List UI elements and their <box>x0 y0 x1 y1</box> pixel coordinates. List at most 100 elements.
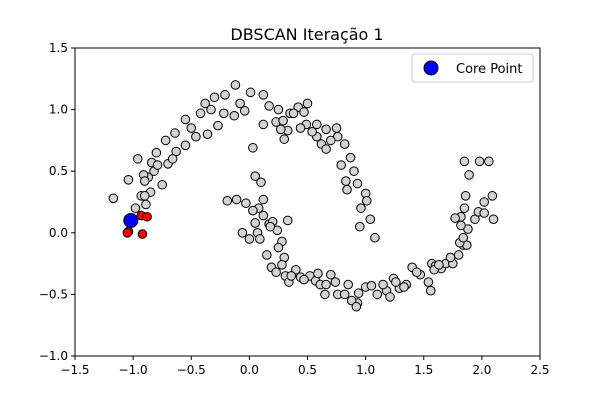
x-tick-label: 2.0 <box>472 363 491 377</box>
default-point <box>139 176 150 186</box>
default-point <box>302 98 313 109</box>
default-point <box>282 215 293 226</box>
default-point <box>230 80 241 90</box>
default-point <box>271 267 281 278</box>
default-point <box>474 156 485 167</box>
default-point <box>151 147 162 158</box>
default-point <box>320 289 330 300</box>
default-point <box>264 101 274 111</box>
default-point <box>219 108 229 119</box>
chart-title: DBSCAN Iteração 1 <box>230 25 383 44</box>
default-point <box>459 156 470 167</box>
default-point <box>339 139 350 149</box>
default-point <box>456 220 466 231</box>
legend-label-core-point: Core Point <box>456 62 523 77</box>
default-point <box>130 203 141 213</box>
default-point <box>479 208 490 218</box>
default-point <box>336 160 347 170</box>
default-point <box>244 234 255 244</box>
default-point <box>370 232 380 243</box>
default-point <box>152 160 163 170</box>
default-point <box>299 274 309 285</box>
legend: Core Point <box>411 53 534 83</box>
default-point <box>132 154 143 164</box>
x-tick-label: 1.0 <box>356 363 375 377</box>
default-point <box>191 131 201 142</box>
default-point <box>273 242 284 253</box>
neighbor-point <box>137 229 148 239</box>
default-point <box>213 120 223 131</box>
neighbor-point <box>142 211 152 222</box>
default-point <box>295 123 306 133</box>
default-point <box>372 289 383 300</box>
default-point <box>488 214 499 225</box>
default-point <box>157 179 167 190</box>
default-point <box>248 142 258 153</box>
default-point <box>325 135 336 146</box>
legend-marker-core-point <box>423 60 439 76</box>
axis-ticks: −1.5 −1.0 −0.5 0.0 0.5 1.0 1.5 2.0 2.5−1.0−0.50.… <box>39 41 550 377</box>
y-tick-label: 0.5 <box>49 164 68 178</box>
default-point <box>202 129 213 140</box>
legend-box <box>411 53 534 83</box>
x-tick-label: 2.5 <box>530 363 549 377</box>
default-point <box>313 268 323 279</box>
default-point <box>250 218 260 228</box>
default-point <box>356 203 366 213</box>
default-point <box>286 271 297 281</box>
x-tick-label: 1.5 <box>414 363 433 377</box>
default-point <box>277 260 287 270</box>
default-point <box>453 250 464 260</box>
default-point <box>425 285 436 296</box>
default-point <box>349 166 359 176</box>
default-point <box>237 228 248 238</box>
default-point <box>459 203 470 213</box>
y-tick-label: −1.0 <box>39 349 68 363</box>
default-point <box>195 108 206 119</box>
axes-frame <box>74 47 541 357</box>
default-point <box>342 184 352 195</box>
default-point <box>256 177 266 188</box>
default-point <box>262 250 272 260</box>
y-tick-label: 1.5 <box>49 41 68 55</box>
default-point <box>209 92 220 103</box>
default-point <box>265 221 276 232</box>
default-point <box>339 289 350 300</box>
default-point <box>241 198 251 209</box>
default-point <box>167 154 178 164</box>
default-point <box>479 197 490 207</box>
default-point <box>239 106 250 116</box>
default-point <box>229 110 240 121</box>
default-point <box>423 277 434 287</box>
default-point <box>353 288 364 298</box>
default-point <box>258 210 269 221</box>
core-point <box>123 212 139 228</box>
default-point <box>255 234 265 244</box>
default-point <box>399 282 409 292</box>
default-point <box>312 119 322 130</box>
default-point <box>450 213 460 223</box>
default-point <box>245 87 256 98</box>
default-point <box>330 277 341 287</box>
default-point <box>278 115 288 126</box>
default-point <box>325 269 336 280</box>
default-point <box>411 267 422 278</box>
default-point <box>484 156 494 167</box>
default-point <box>361 195 372 206</box>
default-point <box>345 152 356 163</box>
default-point <box>351 301 362 312</box>
default-point <box>273 104 284 115</box>
default-point <box>220 90 230 100</box>
default-point <box>487 191 498 201</box>
neighbor-point <box>122 228 133 238</box>
default-point <box>141 199 151 210</box>
default-point <box>434 260 444 270</box>
x-tick-label: −0.5 <box>177 363 206 377</box>
default-point <box>307 126 317 137</box>
default-point <box>186 123 197 133</box>
default-point <box>341 176 351 186</box>
x-tick-label: 0.0 <box>240 363 259 377</box>
default-point <box>200 98 210 109</box>
default-point <box>321 279 331 290</box>
